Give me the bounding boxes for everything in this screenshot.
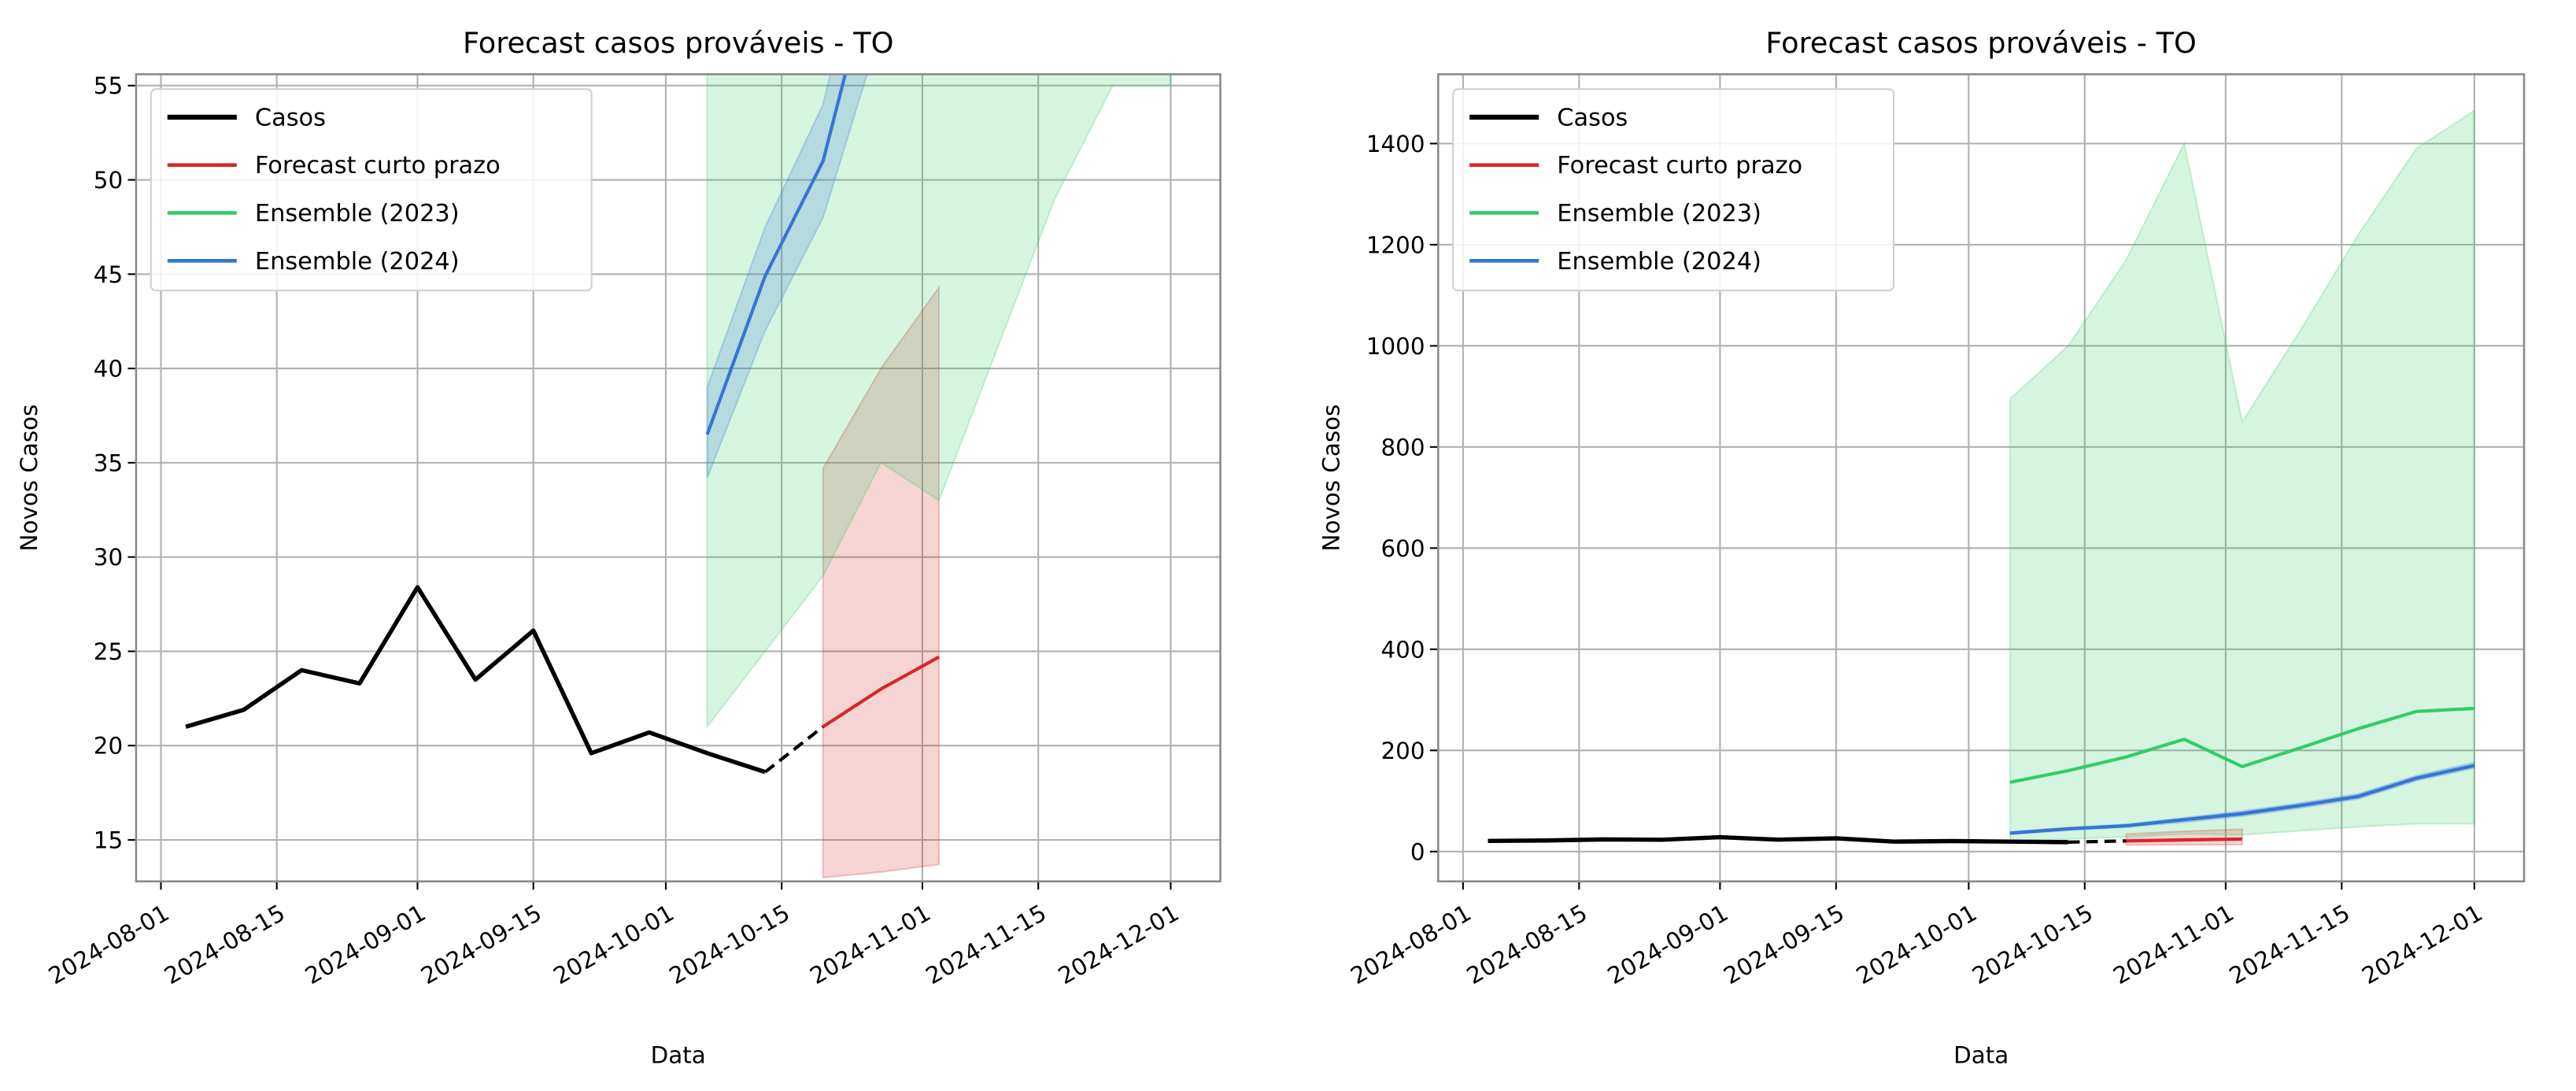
x-tick-label: 2024-08-15	[160, 899, 290, 989]
y-axis-label: Novos Casos	[16, 405, 43, 552]
x-tick-label: 2024-12-01	[2357, 899, 2487, 989]
axes-frame	[135, 73, 1221, 882]
legend-label: Forecast curto prazo	[1557, 152, 1802, 179]
y-tick-label: 40	[94, 356, 123, 383]
x-tick-label: 2024-09-15	[1719, 899, 1849, 989]
y-tick-label: 55	[94, 72, 123, 99]
legend-label: Ensemble (2024)	[255, 248, 460, 276]
confidence-band	[706, 74, 1172, 730]
y-tick-label: 1000	[1366, 333, 1425, 360]
chart: Forecast casos prováveis - TO Data Novos C…	[16, 26, 1221, 1068]
axes-frame	[1437, 73, 2526, 882]
legend-label: Casos	[1557, 104, 1628, 131]
chart-title: Forecast casos prováveis - TO	[463, 26, 894, 60]
y-axis-label: Novos Casos	[1318, 405, 1345, 552]
x-tick-label: 2024-08-01	[44, 899, 174, 989]
y-tick-label: 1200	[1366, 231, 1425, 258]
series-line	[2126, 837, 2242, 843]
chart-title: Forecast casos prováveis - TO	[1765, 26, 2197, 60]
legend-label: Ensemble (2023)	[255, 200, 460, 227]
connector	[2068, 839, 2127, 844]
y-tick-label: 600	[1381, 535, 1425, 562]
legend-label: Ensemble (2023)	[1557, 200, 1761, 227]
y-tick-label: 20	[94, 733, 123, 760]
x-tick-label: 2024-11-01	[2108, 899, 2238, 989]
x-tick-label: 2024-10-01	[1852, 899, 1982, 989]
legend-label: Forecast curto prazo	[255, 152, 501, 179]
x-axis-label: Data	[651, 1041, 706, 1068]
legend-box	[1452, 88, 1895, 292]
x-tick-label: 2024-10-01	[549, 899, 678, 989]
y-tick-label: 1400	[1366, 131, 1425, 157]
y-tick-label: 50	[94, 167, 123, 194]
x-tick-label: 2024-08-15	[1462, 899, 1592, 989]
y-tick-label: 400	[1381, 636, 1425, 663]
legend-label: Casos	[255, 104, 326, 131]
x-tick-label: 2024-09-01	[301, 899, 431, 989]
chart: Forecast casos prováveis - TO Data Novos C…	[1318, 26, 2526, 1068]
y-tick-label: 45	[94, 261, 123, 288]
x-tick-label: 2024-10-15	[1968, 899, 2097, 989]
connector	[763, 725, 825, 774]
x-tick-label: 2024-09-01	[1603, 899, 1733, 989]
confidence-band	[706, 74, 868, 479]
x-tick-label: 2024-09-15	[416, 899, 546, 989]
y-tick-label: 30	[94, 544, 123, 571]
series-line	[705, 74, 848, 435]
x-tick-label: 2024-10-15	[665, 899, 795, 989]
x-tick-label: 2024-11-15	[922, 899, 1051, 989]
x-tick-label: 2024-11-01	[805, 899, 935, 989]
x-tick-label: 2024-12-01	[1054, 899, 1184, 989]
y-tick-label: 800	[1381, 434, 1425, 460]
plot-area	[1488, 109, 2475, 846]
x-tick-label: 2024-11-15	[2225, 899, 2355, 989]
legend-box	[150, 88, 593, 292]
series-line	[185, 585, 766, 775]
legend-label: Ensemble (2024)	[1557, 248, 1761, 276]
y-tick-label: 35	[94, 449, 123, 476]
series-line	[822, 655, 940, 729]
y-tick-label: 25	[94, 638, 123, 665]
confidence-band	[822, 284, 941, 879]
plot-area	[185, 74, 1172, 879]
y-tick-label: 15	[94, 827, 123, 853]
series-line	[2009, 706, 2474, 784]
y-tick-label: 0	[1410, 838, 1425, 865]
x-tick-label: 2024-08-01	[1346, 899, 1476, 989]
x-axis-label: Data	[1953, 1041, 2009, 1068]
series-line	[1488, 834, 2068, 845]
confidence-band	[2009, 109, 2475, 842]
y-tick-label: 200	[1381, 738, 1425, 764]
series-line	[2009, 764, 2475, 835]
